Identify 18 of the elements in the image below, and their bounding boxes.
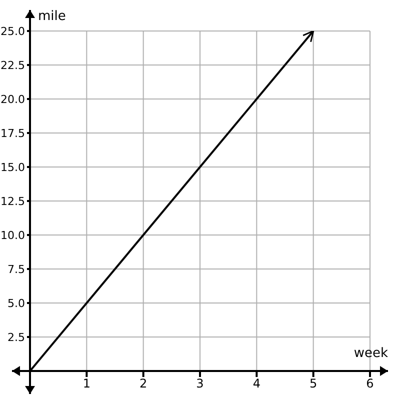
x-tick-label: 1 xyxy=(82,376,90,391)
x-tick-label: 3 xyxy=(196,376,204,391)
y-tick-label: 2.5 xyxy=(8,330,25,344)
y-tick-label: 25.0 xyxy=(0,24,25,38)
x-tick-label: 6 xyxy=(366,376,374,391)
y-tick-label: 17.5 xyxy=(0,126,25,140)
y-tick-label: 10.0 xyxy=(0,228,25,242)
x-tick-label: 2 xyxy=(140,376,148,391)
y-tick-label: 5.0 xyxy=(8,296,25,310)
x-tick-label: 5 xyxy=(310,376,318,391)
y-axis-title: mile xyxy=(38,9,66,24)
y-tick-label: 20.0 xyxy=(0,92,25,106)
y-tick-label: 15.0 xyxy=(0,160,25,174)
y-tick-label: 12.5 xyxy=(0,194,25,208)
y-tick-label: 22.5 xyxy=(0,58,25,72)
x-tick-label: 4 xyxy=(252,376,260,391)
x-axis-title: week xyxy=(354,346,388,361)
y-tick-label: 7.5 xyxy=(8,262,25,276)
